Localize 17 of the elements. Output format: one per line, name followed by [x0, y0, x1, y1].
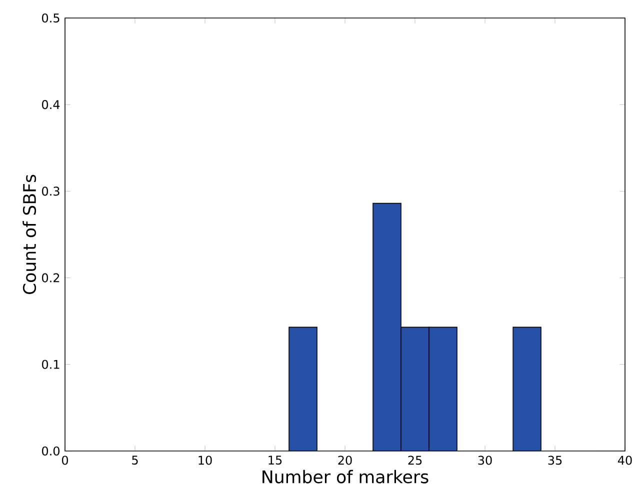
- x-tick-label: 10: [198, 456, 212, 465]
- y-tick-label: 0.4: [42, 100, 60, 110]
- y-tick-label: 0.2: [42, 273, 60, 282]
- x-axis-title: Number of markers: [262, 470, 428, 484]
- x-tick-label: 0: [62, 456, 68, 465]
- x-tick-label: 40: [618, 456, 632, 465]
- x-tick-label: 25: [408, 456, 422, 465]
- x-tick-label: 35: [548, 456, 562, 465]
- y-axis-title: Count of SBFs: [22, 174, 36, 294]
- y-tick-label: 0.0: [42, 446, 60, 456]
- y-tick-label: 0.3: [42, 186, 60, 196]
- x-tick-label: 15: [268, 456, 282, 465]
- x-tick-label: 20: [338, 456, 352, 465]
- x-tick-label: 30: [478, 456, 492, 465]
- x-tick-label: 5: [132, 456, 138, 465]
- y-tick-label: 0.1: [42, 360, 60, 369]
- y-tick-label: 0.5: [42, 13, 60, 23]
